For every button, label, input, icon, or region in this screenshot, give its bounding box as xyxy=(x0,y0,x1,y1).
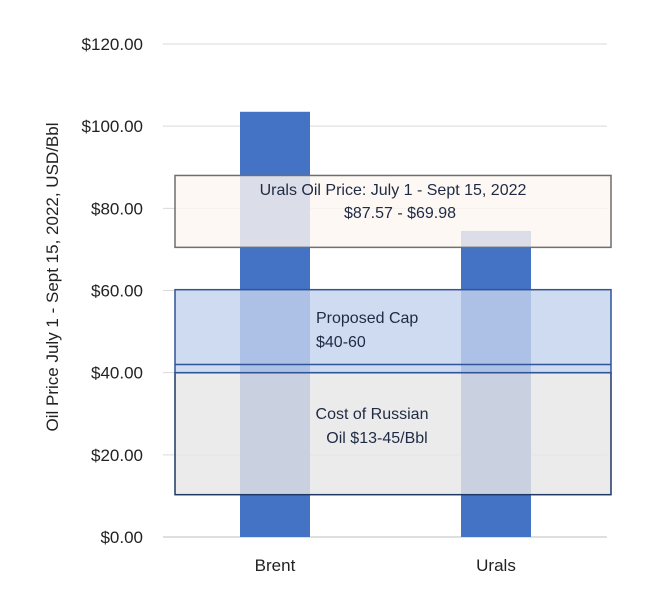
y-tick-label: $100.00 xyxy=(82,117,143,136)
band-label-urals-range: Urals Oil Price: July 1 - Sept 15, 2022 xyxy=(260,182,527,199)
band-label-cost: Cost of Russian xyxy=(316,406,429,423)
band-label-urals-range: $87.57 - $69.98 xyxy=(344,205,456,222)
band-cap xyxy=(174,288,612,374)
y-tick-label: $60.00 xyxy=(91,282,143,301)
y-tick-label: $0.00 xyxy=(100,528,143,547)
band-urals-range xyxy=(174,174,612,249)
y-tick-label: $20.00 xyxy=(91,446,143,465)
chart-text: $0.00 $20.00 $40.00 $60.00 $80.00 $100.00 $120… xyxy=(82,35,527,575)
band-cost xyxy=(174,371,612,496)
x-tick-label: Urals xyxy=(476,556,516,575)
y-tick-label: $80.00 xyxy=(91,199,143,218)
overlay-bands xyxy=(174,174,612,496)
y-tick-label: $40.00 xyxy=(91,364,143,383)
y-axis-title: Oil Price July 1 - Sept 15, 2022, USD/Bb… xyxy=(43,123,62,432)
band-label-cost: Oil $13-45/Bbl xyxy=(326,430,427,447)
band-label-cap: Proposed Cap xyxy=(316,310,418,327)
x-tick-label: Brent xyxy=(255,556,296,575)
band-label-cap: $40-60 xyxy=(316,334,366,351)
y-tick-label: $120.00 xyxy=(82,35,143,54)
